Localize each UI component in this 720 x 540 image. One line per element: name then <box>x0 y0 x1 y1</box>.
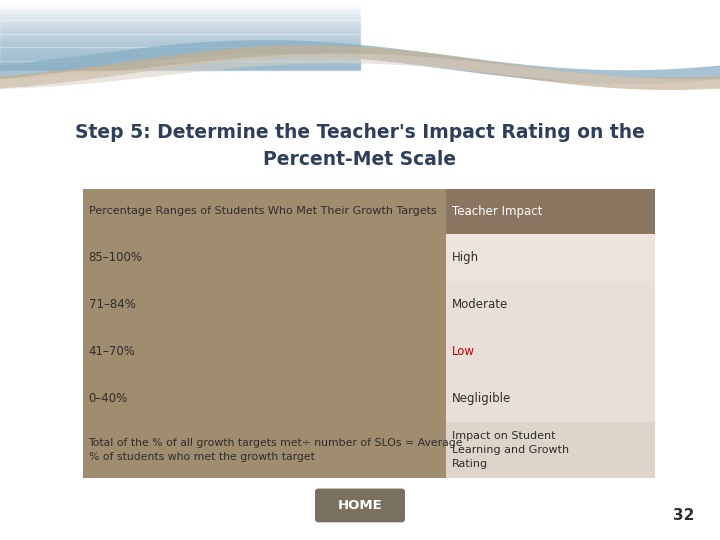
Bar <box>0 52 360 53</box>
Bar <box>0 40 360 41</box>
Bar <box>0 68 360 69</box>
Bar <box>0 25 360 26</box>
Bar <box>0 30 360 31</box>
Bar <box>0 35 360 36</box>
Bar <box>0 60 360 62</box>
Bar <box>0 21 360 22</box>
Bar <box>0 51 360 52</box>
Text: Negligible: Negligible <box>452 392 511 404</box>
Bar <box>0 55 360 56</box>
Bar <box>0 36 360 37</box>
Text: Moderate: Moderate <box>452 298 508 310</box>
Bar <box>83 422 446 478</box>
Bar <box>0 32 360 33</box>
Bar <box>0 67 360 68</box>
Bar <box>83 234 446 281</box>
Bar <box>0 58 360 59</box>
Bar <box>0 5 360 6</box>
Bar <box>0 11 360 12</box>
Text: 0–40%: 0–40% <box>89 392 128 404</box>
Bar <box>0 65 360 66</box>
Bar <box>0 45 360 46</box>
Bar <box>0 6 360 8</box>
Bar <box>0 48 360 49</box>
Bar <box>0 57 360 58</box>
Text: Impact on Student
Learning and Growth
Rating: Impact on Student Learning and Growth Ra… <box>452 431 569 469</box>
Text: 41–70%: 41–70% <box>89 345 135 357</box>
Text: 85–100%: 85–100% <box>89 251 143 264</box>
Bar <box>0 17 360 18</box>
Bar <box>0 18 360 19</box>
Bar <box>0 37 360 38</box>
Text: Percent-Met Scale: Percent-Met Scale <box>264 150 456 169</box>
Text: 32: 32 <box>673 508 695 523</box>
Bar <box>0 26 360 27</box>
Bar <box>0 12 360 13</box>
Text: High: High <box>452 251 479 264</box>
Bar <box>446 422 655 478</box>
Bar <box>0 42 360 43</box>
Bar <box>0 54 360 55</box>
Bar <box>0 29 360 30</box>
Bar <box>0 22 360 23</box>
Bar <box>0 33 360 35</box>
Bar <box>0 15 360 16</box>
Bar <box>0 14 360 15</box>
Bar <box>0 10 360 11</box>
Bar <box>0 31 360 32</box>
Bar <box>0 27 360 28</box>
Text: Low: Low <box>452 345 475 357</box>
Bar <box>0 44 360 45</box>
Bar <box>446 328 655 375</box>
Bar <box>0 46 360 48</box>
Text: HOME: HOME <box>338 499 382 512</box>
Bar <box>0 49 360 50</box>
FancyBboxPatch shape <box>316 489 405 522</box>
Bar <box>0 59 360 60</box>
Text: 71–84%: 71–84% <box>89 298 135 310</box>
Text: Teacher Impact: Teacher Impact <box>452 205 542 218</box>
Bar <box>0 16 360 17</box>
Bar <box>83 189 446 234</box>
Bar <box>0 8 360 9</box>
Bar <box>446 281 655 328</box>
Bar <box>446 375 655 422</box>
Bar <box>446 234 655 281</box>
Bar <box>0 56 360 57</box>
Bar <box>0 13 360 14</box>
Bar <box>83 328 446 375</box>
Text: Step 5: Determine the Teacher's Impact Rating on the: Step 5: Determine the Teacher's Impact R… <box>75 123 645 142</box>
Bar <box>0 66 360 67</box>
Bar <box>0 9 360 10</box>
Bar <box>0 62 360 63</box>
Bar <box>0 63 360 64</box>
Bar <box>83 281 446 328</box>
Bar <box>0 53 360 54</box>
Bar <box>0 41 360 42</box>
Text: Percentage Ranges of Students Who Met Their Growth Targets: Percentage Ranges of Students Who Met Th… <box>89 206 436 217</box>
Bar <box>0 24 360 25</box>
Text: Total of the % of all growth targets met÷ number of SLOs = Average
% of students: Total of the % of all growth targets met… <box>89 438 463 462</box>
Bar <box>446 189 655 234</box>
Bar <box>0 64 360 65</box>
Bar <box>0 19 360 21</box>
Bar <box>0 23 360 24</box>
Bar <box>0 50 360 51</box>
Bar <box>0 69 360 70</box>
Bar <box>0 43 360 44</box>
Bar <box>0 28 360 29</box>
Bar <box>83 375 446 422</box>
Bar <box>0 39 360 40</box>
Bar <box>0 38 360 39</box>
